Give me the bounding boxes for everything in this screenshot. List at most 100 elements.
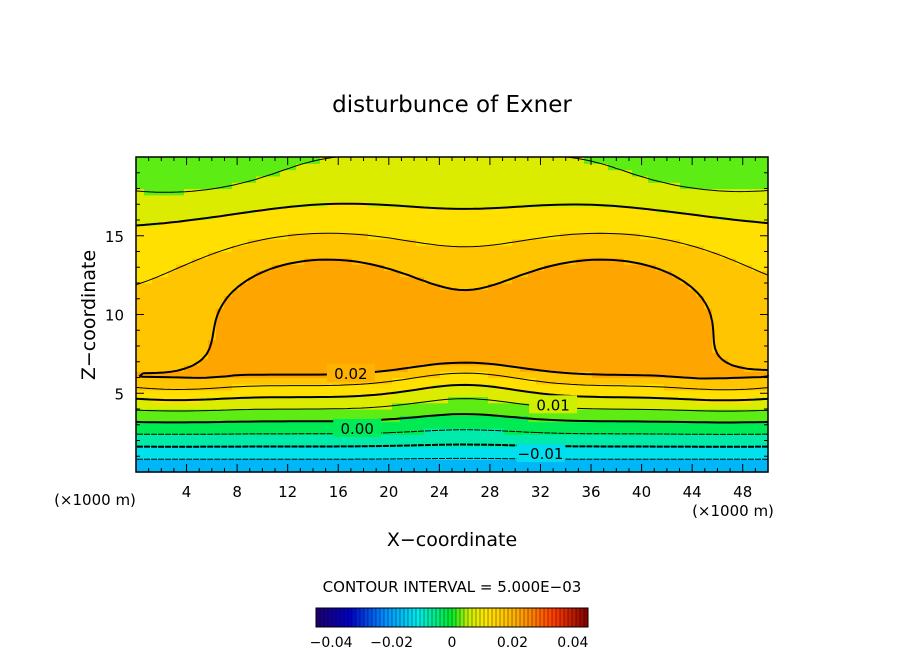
x-axis-label: X−coordinate (387, 529, 517, 551)
colorbar-swatch (355, 607, 361, 628)
x-tick-label: 4 (182, 483, 192, 501)
colorbar-swatch (343, 607, 349, 628)
colorbar-frame (315, 607, 589, 628)
colorbar-swatch (379, 607, 385, 628)
colorbar-swatch (475, 607, 481, 628)
colorbar-swatch (419, 607, 425, 628)
contour-label-bg (516, 444, 565, 463)
x-tick-label: 32 (531, 483, 550, 501)
colorbar-swatch (323, 607, 329, 628)
x-tick-label: 20 (379, 483, 398, 501)
colorbar-swatch (415, 607, 421, 628)
colorbar-swatch (375, 607, 381, 628)
x-unit-label-left: (×1000 m) (54, 491, 136, 509)
colorbar-swatch (571, 607, 577, 628)
chart-title: disturbunce of Exner (332, 92, 572, 118)
colorbar-tick-label: 0 (448, 635, 457, 651)
contour-label-bg (529, 395, 578, 414)
y-axis-ticks: 5 10 15 (105, 172, 768, 457)
colorbar-swatch (315, 607, 321, 628)
x-tick-label: 36 (581, 483, 600, 501)
colorbar-swatch (351, 607, 357, 628)
colorbar-swatch (455, 607, 461, 628)
colorbar-swatch (507, 607, 513, 628)
colorbar-swatch (407, 607, 413, 628)
colorbar-swatch (451, 607, 457, 628)
colorbar-swatch (575, 607, 581, 628)
colorbar-tick-label: −0.02 (370, 635, 413, 651)
colorbar-swatch (459, 607, 465, 628)
x-tick-label: 8 (232, 483, 242, 501)
colorbar-swatch (435, 607, 441, 628)
y-tick-label: 15 (105, 228, 124, 246)
colorbar-swatch (491, 607, 497, 628)
x-tick-label: 16 (329, 483, 348, 501)
colorbar-tick-label: −0.04 (310, 635, 353, 651)
colorbar-swatch (527, 607, 533, 628)
colorbar-swatch (447, 607, 453, 628)
colorbar-swatch (359, 607, 365, 628)
colorbar-swatch (427, 607, 433, 628)
colorbar-swatch (327, 607, 333, 628)
y-tick-label: 10 (105, 307, 124, 325)
colorbar-swatch (523, 607, 529, 628)
colorbar-swatch (367, 607, 373, 628)
colorbar-swatch (511, 607, 517, 628)
colorbar-swatch (503, 607, 509, 628)
contour-label: 0.01 (536, 396, 569, 414)
colorbar-swatch (391, 607, 397, 628)
y-axis-label: Z−coordinate (78, 250, 100, 380)
colorbar-swatch (411, 607, 417, 628)
colorbar-swatch (439, 607, 445, 628)
x-tick-label: 44 (683, 483, 702, 501)
colorbar-swatch (551, 607, 557, 628)
x-unit-label-right: (×1000 m) (692, 502, 774, 520)
colorbar: −0.04 −0.02 0 0.02 0.04 (310, 607, 589, 651)
y-tick-label: 5 (114, 385, 124, 403)
colorbar-swatch (579, 607, 585, 628)
colorbar-swatch (567, 607, 573, 628)
colorbar-swatch (403, 607, 409, 628)
contour-line (135, 156, 769, 412)
contour-label: 0.02 (334, 365, 367, 383)
colorbar-swatch (483, 607, 489, 628)
colorbar-swatch (487, 607, 493, 628)
colorbar-swatch (547, 607, 553, 628)
colorbar-tick-label: 0.04 (557, 635, 588, 651)
colorbar-swatch (399, 607, 405, 628)
contour-interval-text: CONTOUR INTERVAL = 5.000E−03 (323, 578, 582, 596)
colorbar-swatch (543, 607, 549, 628)
colorbar-swatch (467, 607, 473, 628)
colorbar-swatch (339, 607, 345, 628)
colorbar-swatch (539, 607, 545, 628)
colorbar-swatch (371, 607, 377, 628)
contour-label-bg (333, 418, 382, 437)
contour-lines (135, 156, 769, 460)
x-tick-label: 12 (278, 483, 297, 501)
colorbar-swatch (479, 607, 485, 628)
colorbar-swatch (535, 607, 541, 628)
colorbar-swatch (319, 607, 325, 628)
x-tick-label: 24 (430, 483, 449, 501)
colorbar-swatch (387, 607, 393, 628)
filled-contour-field (136, 157, 769, 473)
colorbar-swatch (335, 607, 341, 628)
colorbar-swatch (563, 607, 569, 628)
colorbar-swatch (471, 607, 477, 628)
colorbar-swatch (395, 607, 401, 628)
colorbar-tick-label: 0.02 (497, 635, 528, 651)
x-tick-label: 28 (480, 483, 499, 501)
contour-line (138, 258, 769, 380)
colorbar-swatch (423, 607, 429, 628)
x-tick-label: 40 (632, 483, 651, 501)
colorbar-swatch (443, 607, 449, 628)
colorbar-swatch (499, 607, 505, 628)
contour-plot-area: 0.02 0.01 0.00 −0.01 (135, 156, 769, 473)
colorbar-swatch (555, 607, 561, 628)
contour-line (135, 232, 769, 391)
x-tick-label: 48 (733, 483, 752, 501)
colorbar-swatch (519, 607, 525, 628)
colorbar-swatch (383, 607, 389, 628)
colorbar-swatch (531, 607, 537, 628)
